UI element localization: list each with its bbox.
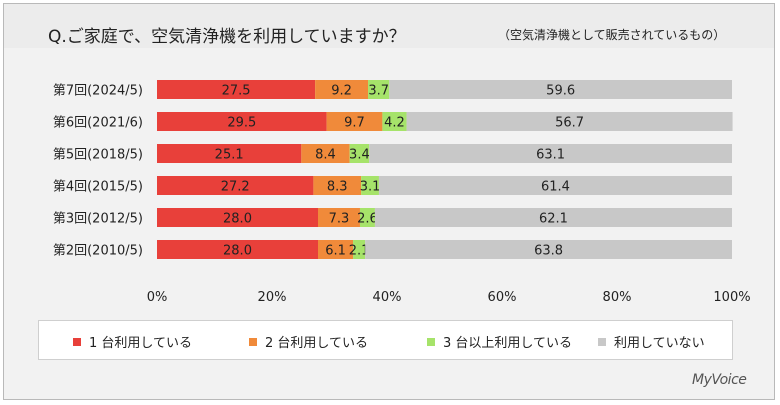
- data-label: 61.4: [541, 180, 570, 195]
- legend-swatch: [73, 338, 81, 346]
- x-tick-label: 40%: [373, 290, 402, 305]
- data-label: 9.2: [331, 84, 352, 99]
- category-label: 第3回(2012/5): [53, 212, 143, 227]
- data-label: 9.7: [344, 116, 365, 131]
- bar-segment: [382, 112, 407, 131]
- bar-segment: [157, 80, 316, 99]
- data-label: 7.3: [329, 212, 350, 227]
- data-label: 3.1: [360, 180, 381, 195]
- data-label: 63.1: [536, 148, 565, 163]
- data-label: 28.0: [223, 244, 252, 259]
- bar-segment: [361, 176, 379, 195]
- data-label: 63.8: [534, 244, 563, 259]
- data-label: 56.7: [555, 116, 584, 131]
- data-label: 4.2: [384, 116, 405, 131]
- x-tick-label: 20%: [258, 290, 287, 305]
- bar-segment: [353, 240, 366, 259]
- bar-segment: [318, 240, 354, 259]
- data-label: 3.4: [349, 148, 370, 163]
- bar-segment: [318, 208, 360, 227]
- data-label: 6.1: [325, 244, 346, 259]
- bar-chart: 第7回(2024/5) 27.5 9.2 3.7 59.6 第6回(2021/6) 29.5…: [53, 80, 751, 305]
- category-label: 第2回(2010/5): [53, 244, 143, 259]
- bar-segment: [374, 208, 732, 227]
- data-label: 62.1: [539, 212, 568, 227]
- legend-item: 2 台利用している: [249, 332, 368, 351]
- data-label: 8.4: [315, 148, 336, 163]
- legend-label: 2 台利用している: [265, 336, 369, 351]
- data-label: 2.6: [357, 212, 378, 227]
- bar-segment: [406, 112, 733, 131]
- data-label: 29.5: [227, 116, 256, 131]
- bar-segment: [369, 144, 732, 163]
- bar-segment: [313, 176, 362, 195]
- bar-segment: [301, 144, 350, 163]
- bar-segment: [157, 208, 318, 227]
- bar-segment: [378, 176, 732, 195]
- legend-swatch: [427, 338, 435, 346]
- legend-label: 1 台利用している: [89, 336, 193, 351]
- bar-segment: [326, 112, 383, 131]
- legend-item: 3 台以上利用している: [427, 332, 572, 351]
- legend-item: 利用していない: [598, 332, 705, 351]
- data-label: 8.3: [327, 180, 348, 195]
- bar-segment: [359, 208, 375, 227]
- data-label: 59.6: [546, 84, 575, 99]
- data-label: 27.5: [222, 84, 251, 99]
- category-label: 第4回(2015/5): [53, 180, 143, 195]
- category-label: 第5回(2018/5): [53, 148, 143, 163]
- x-tick-label: 100%: [713, 290, 750, 305]
- data-label: 25.1: [215, 148, 244, 163]
- x-tick-label: 80%: [603, 290, 632, 305]
- bar-segment: [157, 112, 327, 131]
- title-bar: Q.ご家庭で、空気清浄機を利用していますか？ （空気清浄機として販売されているも…: [4, 4, 774, 48]
- category-label: 第7回(2024/5): [53, 84, 143, 99]
- data-label: 3.7: [368, 84, 389, 99]
- legend-label: 3 台以上利用している: [443, 336, 573, 351]
- category-label: 第6回(2021/6): [53, 116, 143, 131]
- data-label: 28.0: [223, 212, 252, 227]
- data-label: 27.2: [221, 180, 250, 195]
- legend: 1 台利用している 2 台利用している 3 台以上利用している 利用していない: [38, 320, 733, 360]
- bar-segment: [157, 176, 314, 195]
- legend-item: 1 台利用している: [73, 332, 192, 351]
- x-tick-label: 0%: [147, 290, 168, 305]
- bar-segment: [365, 240, 732, 259]
- x-tick-label: 60%: [488, 290, 517, 305]
- bar-segment: [157, 240, 318, 259]
- legend-swatch: [249, 338, 257, 346]
- bar-segment: [389, 80, 732, 99]
- bar-segment: [315, 80, 369, 99]
- bar-segment: [157, 144, 302, 163]
- bar-segment: [368, 80, 390, 99]
- chart-title: Q.ご家庭で、空気清浄機を利用していますか？: [48, 27, 406, 47]
- data-label: 2.1: [349, 244, 370, 259]
- legend-swatch: [598, 338, 606, 346]
- chart-subtitle: （空気清浄機として販売されているもの）: [498, 28, 726, 42]
- bar-segment: [349, 144, 370, 163]
- legend-label: 利用していない: [614, 336, 705, 351]
- brand-logo: MyVoice: [692, 372, 747, 388]
